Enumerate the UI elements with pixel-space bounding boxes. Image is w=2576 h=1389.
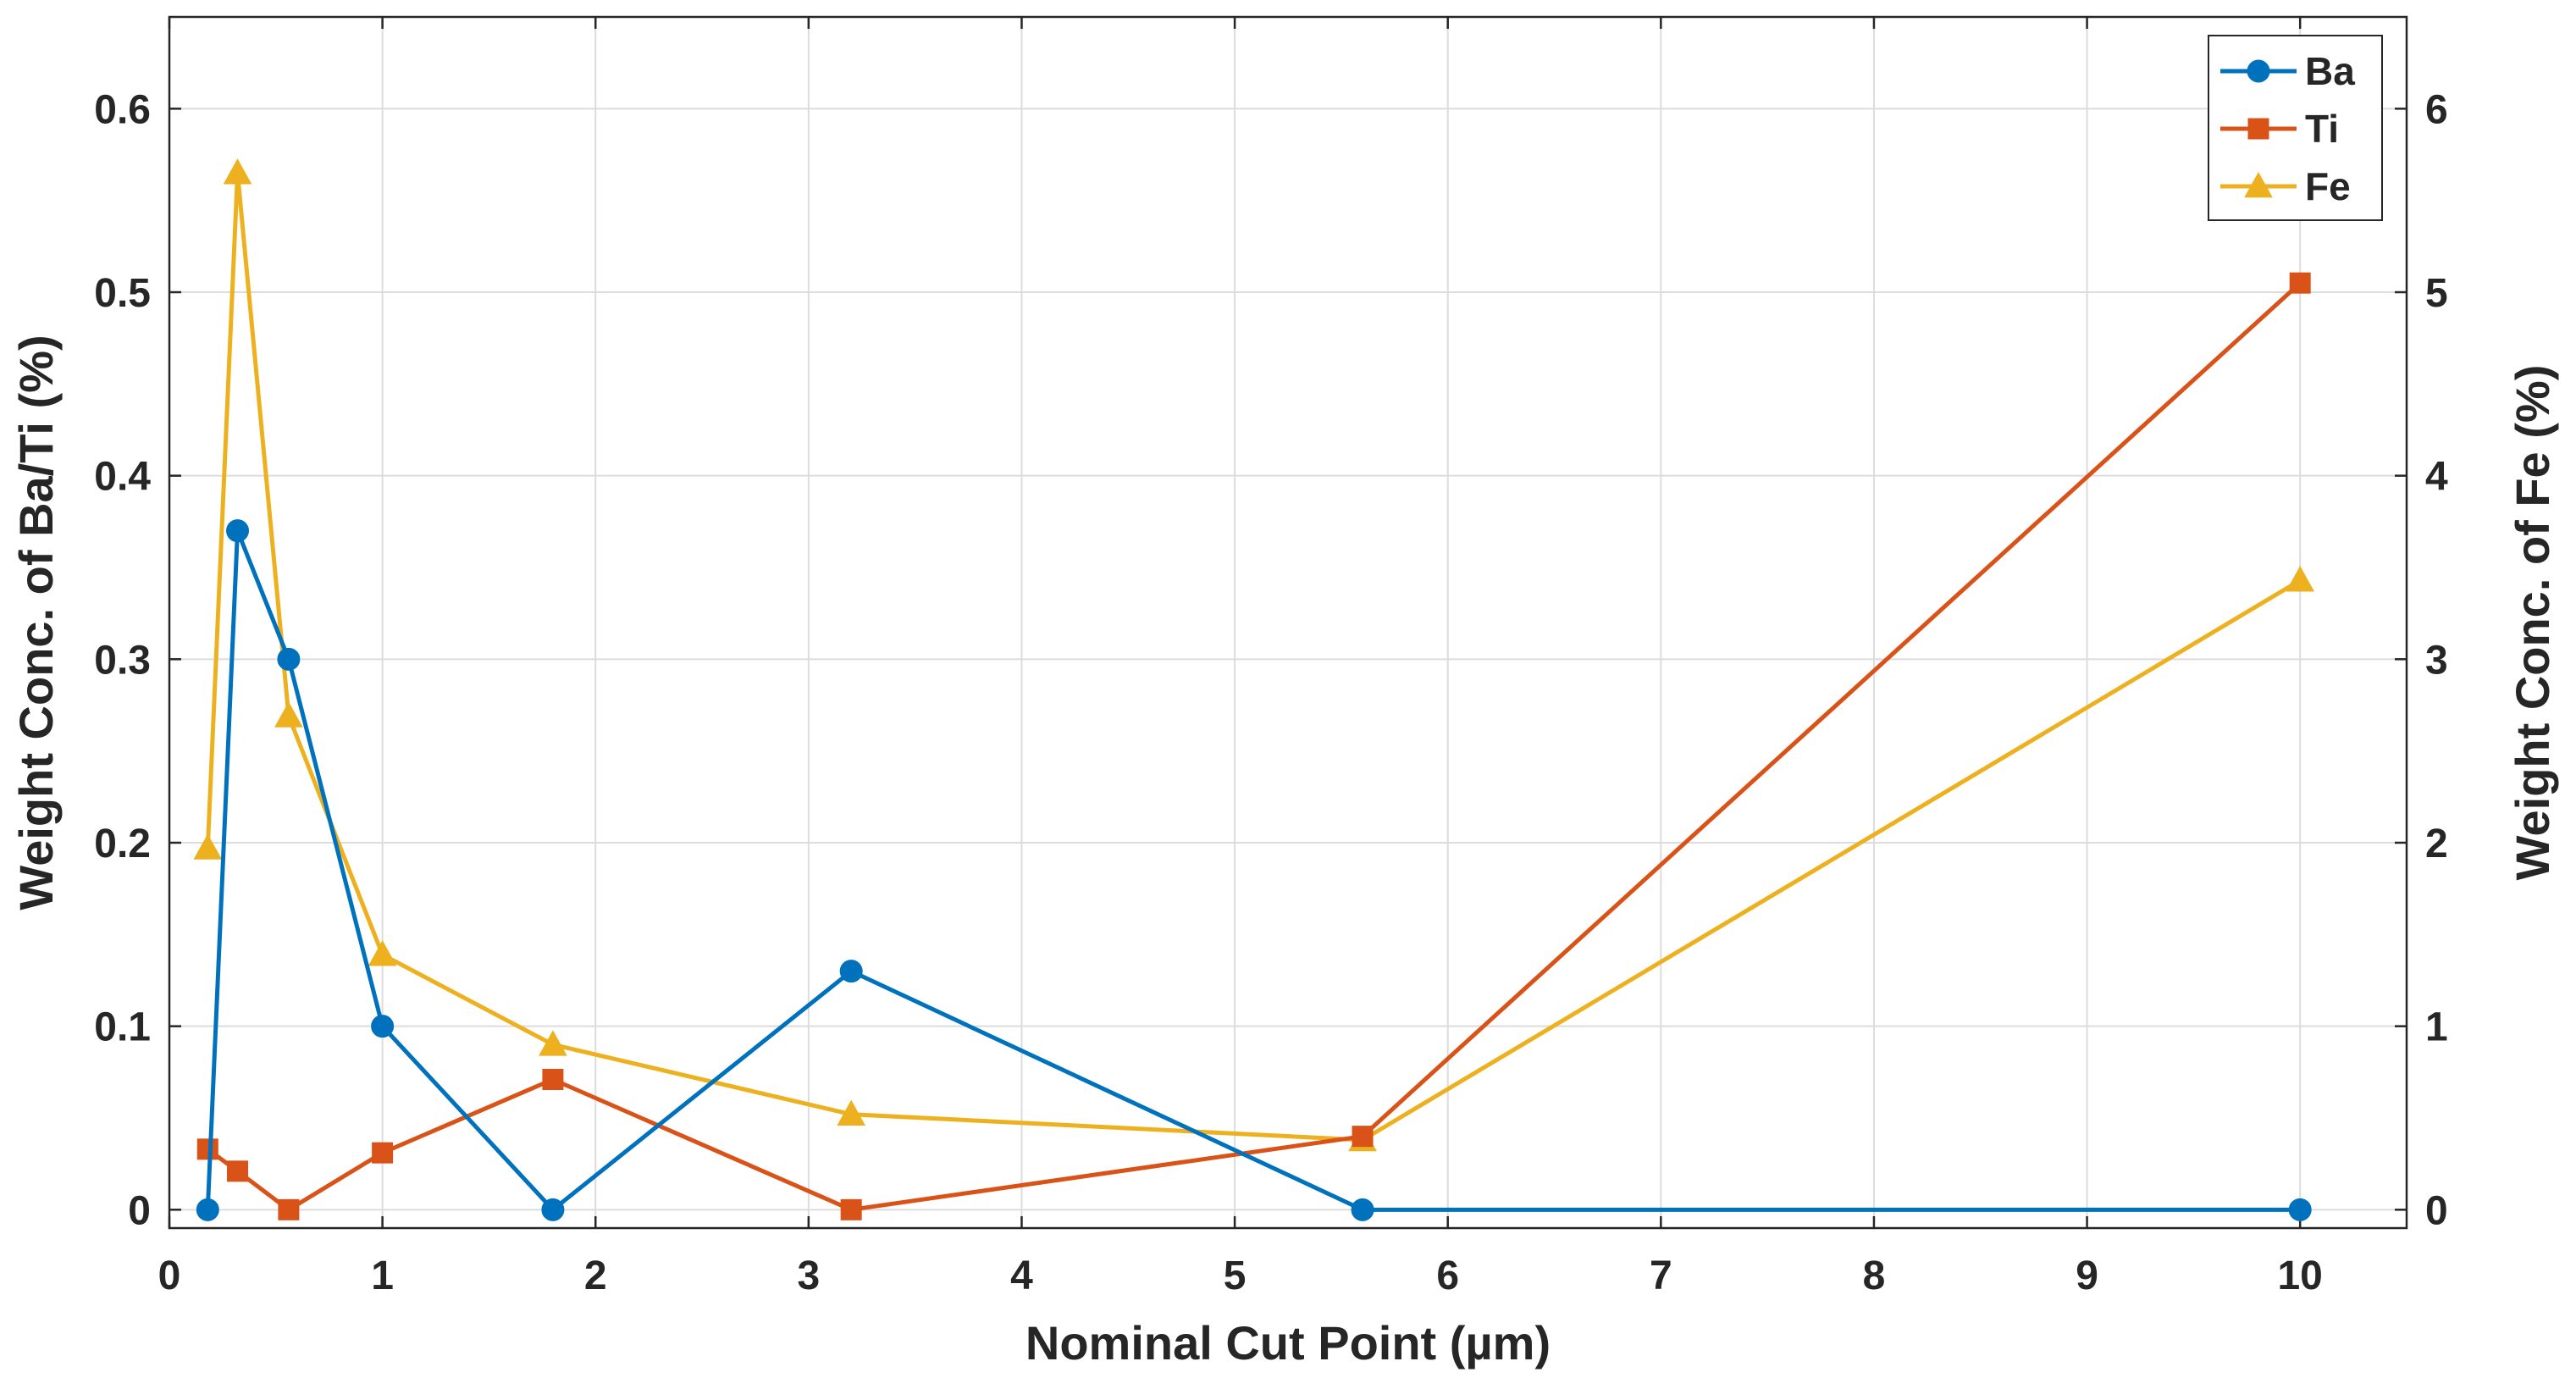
x-tick-label: 3 bbox=[798, 1253, 821, 1298]
series-line-ba bbox=[205, 528, 2301, 1212]
legend-marker bbox=[2247, 118, 2269, 140]
data-point-fe bbox=[2286, 566, 2315, 592]
y-left-tick-label: 0.2 bbox=[94, 822, 151, 866]
y-left-tick-label: 0.4 bbox=[94, 455, 151, 500]
data-point-ba bbox=[196, 1198, 219, 1221]
y-right-tick-label: 5 bbox=[2425, 271, 2448, 316]
data-point-ba bbox=[839, 960, 863, 983]
series-ba bbox=[196, 519, 2312, 1221]
x-tick-label: 8 bbox=[1863, 1253, 1886, 1298]
data-point-fe bbox=[274, 701, 303, 728]
y-right-tick-label: 1 bbox=[2425, 1005, 2448, 1050]
y-right-tick-label: 6 bbox=[2425, 87, 2448, 132]
y-left-tick-label: 0.6 bbox=[94, 87, 151, 132]
y-left-tick-label: 0.3 bbox=[94, 638, 151, 683]
x-axis-title: Nominal Cut Point (µm) bbox=[1025, 1316, 1551, 1370]
legend-item-ti: Ti bbox=[2220, 107, 2339, 151]
x-tick-label: 2 bbox=[584, 1253, 607, 1298]
data-point-ti bbox=[278, 1198, 300, 1220]
x-tick-label: 0 bbox=[158, 1253, 181, 1298]
legend-item-ba: Ba bbox=[2220, 49, 2355, 93]
data-point-ba bbox=[277, 647, 301, 671]
data-point-ba bbox=[541, 1198, 565, 1221]
y-left-tick-label: 0.1 bbox=[94, 1005, 151, 1050]
x-tick-label: 1 bbox=[371, 1253, 394, 1298]
data-point-fe bbox=[193, 833, 223, 860]
data-point-ba bbox=[1351, 1198, 1374, 1221]
x-tick-label: 4 bbox=[1010, 1253, 1033, 1298]
data-point-ti bbox=[840, 1198, 862, 1220]
data-point-fe bbox=[837, 1099, 866, 1126]
y-left-tick-label: 0 bbox=[128, 1188, 151, 1233]
data-point-ti bbox=[542, 1069, 564, 1090]
data-point-ba bbox=[371, 1015, 395, 1038]
legend-marker bbox=[2247, 59, 2270, 83]
data-point-fe bbox=[223, 158, 252, 185]
data-point-ti bbox=[1352, 1126, 1374, 1148]
y-right-tick-label: 4 bbox=[2425, 455, 2448, 500]
x-tick-label: 7 bbox=[1650, 1253, 1672, 1298]
data-point-ti bbox=[372, 1142, 394, 1164]
y-right-tick-label: 2 bbox=[2425, 822, 2448, 866]
data-point-ti bbox=[196, 1138, 218, 1160]
plot-frame bbox=[168, 15, 2408, 1230]
y-axis-left-title: Weight Conc. of Ba/Ti (%) bbox=[9, 335, 63, 910]
series-line-fe bbox=[205, 170, 2302, 1143]
legend-label: Ba bbox=[2305, 49, 2355, 93]
y-left-tick-label: 0.5 bbox=[94, 271, 151, 316]
data-point-ba bbox=[2288, 1198, 2312, 1221]
x-tick-label: 10 bbox=[2277, 1253, 2322, 1298]
data-point-ba bbox=[226, 519, 250, 543]
legend-label: Ti bbox=[2305, 107, 2339, 151]
data-point-ti bbox=[2289, 272, 2311, 294]
data-point-fe bbox=[539, 1030, 567, 1056]
data-point-fe bbox=[368, 940, 397, 966]
legend-item-fe: Fe bbox=[2220, 164, 2351, 208]
y-right-tick-label: 0 bbox=[2425, 1188, 2448, 1233]
data-point-ti bbox=[227, 1160, 249, 1182]
legend-label: Fe bbox=[2305, 164, 2351, 208]
x-tick-label: 6 bbox=[1436, 1253, 1459, 1298]
legend-marker bbox=[2244, 171, 2273, 198]
x-tick-label: 9 bbox=[2076, 1253, 2098, 1298]
ticks: 0 1 2 3 4 5 6 7 8 9 10 0 0.1 0.2 0.3 0.4 0.5 0.6 0 1 2 3 4 5 6 bbox=[94, 17, 2448, 1298]
y-right-tick-label: 3 bbox=[2425, 638, 2448, 683]
y-axis-right-title: Weight Conc. of Fe (%) bbox=[2506, 365, 2559, 881]
series bbox=[193, 158, 2315, 1221]
legend: Ba Ti Fe bbox=[2208, 35, 2383, 221]
x-tick-label: 5 bbox=[1224, 1253, 1247, 1298]
